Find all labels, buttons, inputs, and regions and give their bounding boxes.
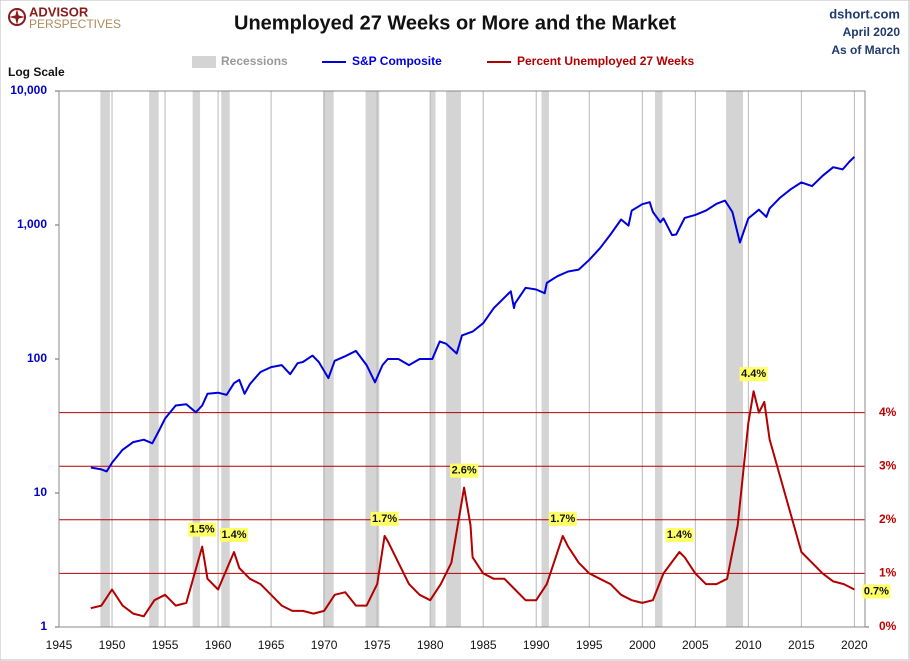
recession-band: [655, 91, 663, 627]
y-tick-label: 1: [40, 619, 47, 633]
annotation-bg: [665, 527, 694, 542]
x-tick-label: 1965: [258, 638, 285, 652]
annotation: 1.4%: [221, 529, 246, 541]
logo-icon: [8, 8, 26, 26]
x-tick-label: 1955: [152, 638, 179, 652]
recession-band: [323, 91, 334, 627]
recession-band: [446, 91, 461, 627]
x-tick-label: 1980: [417, 638, 444, 652]
annotation-bg: [219, 527, 248, 542]
x-tick-label: 1995: [576, 638, 603, 652]
annotation: 2.6%: [452, 465, 477, 477]
x-tick-label: 1985: [470, 638, 497, 652]
y-tick-label: 10: [34, 485, 48, 499]
annotation: 1.7%: [372, 513, 397, 525]
y-axis-label: Log Scale: [8, 65, 65, 79]
annotation: 1.7%: [550, 513, 575, 525]
recession-band: [726, 91, 744, 627]
recession-band: [221, 91, 230, 627]
logo-text: PERSPECTIVES: [29, 17, 121, 31]
recession-band: [365, 91, 380, 627]
x-tick-label: 1950: [99, 638, 126, 652]
annotation-bg: [548, 511, 577, 526]
series-line: [90, 390, 855, 618]
recession-band: [192, 91, 201, 627]
annotation-bg: [862, 584, 891, 599]
x-tick-label: 1945: [46, 638, 73, 652]
annotation: 4.4%: [741, 368, 766, 380]
legend-swatch: [192, 56, 216, 68]
legend-label: Recessions: [221, 54, 288, 68]
annotation-bg: [370, 511, 399, 526]
annotation-bg: [739, 367, 768, 382]
logo-text: ADVISOR: [29, 4, 89, 19]
series-line: [90, 156, 856, 473]
x-tick-label: 1960: [205, 638, 232, 652]
y2-tick-label: 3%: [879, 458, 897, 472]
annotation-bg: [188, 522, 217, 537]
y2-tick-label: 2%: [879, 512, 897, 526]
annotation: 1.5%: [190, 524, 215, 536]
y-tick-label: 10,000: [10, 83, 47, 97]
source: As of March: [831, 43, 900, 57]
y-tick-label: 1,000: [17, 217, 47, 231]
x-tick-label: 1975: [364, 638, 391, 652]
plot-frame: [58, 90, 866, 628]
source: April 2020: [843, 25, 901, 39]
y2-tick-label: 4%: [879, 405, 897, 419]
legend-label: Percent Unemployed 27 Weeks: [517, 54, 695, 68]
recession-band: [541, 91, 549, 627]
annotation: 1.4%: [667, 529, 692, 541]
x-tick-label: 1970: [311, 638, 338, 652]
x-tick-label: 2015: [788, 638, 815, 652]
x-tick-label: 2005: [682, 638, 709, 652]
annotation: 0.7%: [864, 585, 889, 597]
legend-label: S&P Composite: [352, 54, 442, 68]
recession-band: [149, 91, 159, 627]
recession-band: [100, 91, 110, 627]
y2-tick-label: 0%: [879, 619, 897, 633]
x-tick-label: 2020: [841, 638, 868, 652]
y2-tick-label: 1%: [879, 566, 897, 580]
x-tick-label: 1990: [523, 638, 550, 652]
chart-title: Unemployed 27 Weeks or More and the Mark…: [234, 12, 676, 34]
x-tick-label: 2010: [735, 638, 762, 652]
annotation-bg: [450, 463, 479, 478]
x-tick-label: 2000: [629, 638, 656, 652]
y-tick-label: 100: [27, 351, 47, 365]
source: dshort.com: [829, 6, 900, 21]
